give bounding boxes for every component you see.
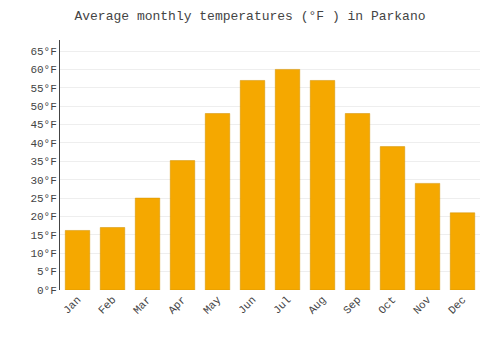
svg-text:May: May [201,294,224,317]
svg-text:55°F: 55°F [30,83,56,95]
svg-text:Feb: Feb [96,294,118,316]
svg-text:15°F: 15°F [30,230,56,242]
svg-text:50°F: 50°F [30,101,56,113]
svg-text:Oct: Oct [376,294,398,316]
svg-text:Mar: Mar [131,294,153,316]
svg-text:Aug: Aug [306,294,328,316]
svg-text:0°F: 0°F [37,285,57,297]
svg-text:Average monthly temperatures (: Average monthly temperatures (°F ) in Pa… [74,9,425,24]
svg-text:Apr: Apr [166,294,188,316]
svg-text:40°F: 40°F [30,138,56,150]
svg-text:Jul: Jul [271,294,293,316]
svg-text:Jun: Jun [236,294,258,316]
svg-text:25°F: 25°F [30,193,56,205]
svg-text:45°F: 45°F [30,119,56,131]
svg-text:Jan: Jan [61,294,83,316]
svg-text:30°F: 30°F [30,175,56,187]
svg-text:10°F: 10°F [30,248,56,260]
svg-text:60°F: 60°F [30,64,56,76]
svg-text:Sep: Sep [341,294,363,316]
svg-text:Dec: Dec [446,294,468,316]
svg-text:65°F: 65°F [30,46,56,58]
svg-text:5°F: 5°F [37,266,57,278]
svg-text:35°F: 35°F [30,156,56,168]
svg-text:Nov: Nov [411,294,434,317]
svg-text:20°F: 20°F [30,211,56,223]
